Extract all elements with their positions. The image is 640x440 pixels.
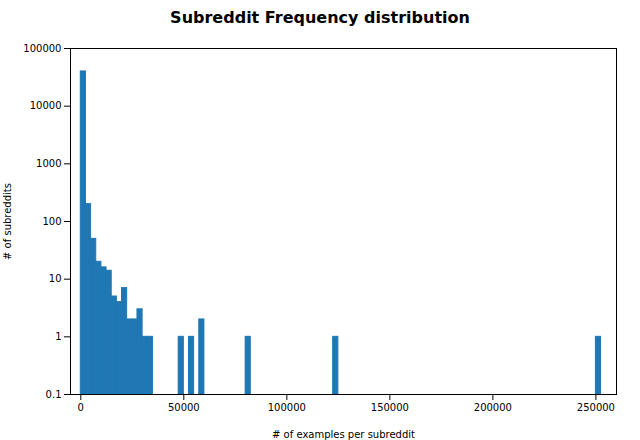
svg-text:0: 0: [78, 402, 84, 413]
svg-text:50000: 50000: [168, 402, 200, 413]
svg-text:1: 1: [55, 331, 61, 342]
svg-text:200000: 200000: [474, 402, 512, 413]
html-text:Subreddit Frequency distributi: Subreddit Frequency distribution: [170, 8, 470, 27]
svg-text:# of subreddits: # of subreddits: [2, 183, 13, 260]
svg-text:0.1: 0.1: [46, 389, 62, 400]
svg-text:1000: 1000: [36, 158, 61, 169]
svg-text:150000: 150000: [371, 402, 409, 413]
svg-text:100000: 100000: [268, 402, 306, 413]
svg-text:100: 100: [42, 216, 61, 227]
svg-text:10: 10: [49, 273, 62, 284]
svg-text:100000: 100000: [23, 43, 61, 54]
svg-text:# of examples per subreddit: # of examples per subreddit: [272, 429, 415, 440]
svg-text:10000: 10000: [30, 100, 62, 111]
svg-text:250000: 250000: [577, 402, 615, 413]
